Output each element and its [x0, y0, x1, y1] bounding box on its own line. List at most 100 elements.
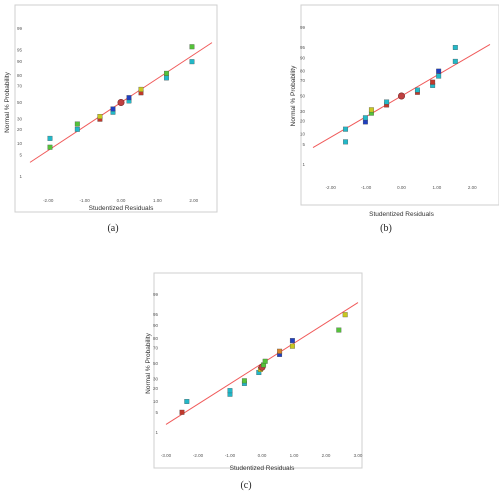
- data-point: [74, 121, 80, 127]
- y-tick-label: 20: [300, 118, 306, 123]
- y-tick-label: 5: [155, 410, 158, 415]
- y-tick-label: 20: [153, 386, 159, 391]
- x-tick-label: -2.00: [326, 185, 337, 190]
- y-tick-label: 70: [17, 83, 23, 88]
- y-tick-label: 90: [17, 59, 23, 64]
- y-tick-label: 1: [19, 174, 22, 179]
- y-tick-label: 95: [300, 45, 306, 50]
- data-point: [241, 378, 247, 384]
- data-point: [184, 399, 190, 404]
- chart-b-svg: 1 5 10 20 30 50 70 80 90 95 99 -2.00 -1.00 0.00 1.00 2.…: [290, 4, 499, 218]
- y-tick-label: 90: [153, 323, 159, 328]
- data-point: [436, 73, 442, 79]
- data-point: [47, 144, 53, 150]
- x-tick-label: -1.00: [361, 185, 372, 190]
- chart-c-caption: (c): [240, 480, 252, 491]
- plot-frame: [300, 4, 499, 206]
- chart-a-svg: 1 5 10 20 30 50 70 80 90 95 99 -2.00 -1.00 0.00 1.00 2.…: [4, 4, 218, 213]
- data-point: [430, 79, 436, 85]
- data-point: [179, 409, 185, 415]
- data-point-center: [117, 99, 125, 107]
- y-tick-label: 70: [300, 78, 306, 83]
- x-tick-label: 1.00: [433, 185, 442, 190]
- y-tick-label: 20: [17, 127, 23, 132]
- data-point: [47, 135, 53, 141]
- data-point-center: [398, 92, 406, 100]
- y-tick-label: 95: [17, 48, 23, 53]
- chart-a-caption: (a): [107, 223, 119, 234]
- y-tick-label: 99: [153, 292, 159, 297]
- x-axis-label: Studentized Residuals: [89, 205, 154, 212]
- x-tick-label: 2.00: [189, 198, 198, 203]
- data-point: [277, 348, 283, 354]
- data-point: [227, 388, 233, 394]
- x-tick-label: -1.00: [79, 198, 90, 203]
- x-tick-label: 0.00: [258, 453, 267, 458]
- y-axis-label: Normal % Probability: [290, 65, 297, 126]
- y-tick-label: 50: [17, 100, 23, 105]
- y-tick-label: 80: [300, 69, 306, 74]
- x-axis-label: Studentized Residuals: [369, 211, 434, 218]
- y-tick-label: 99: [300, 25, 306, 30]
- data-point: [452, 45, 458, 50]
- y-tick-label: 95: [153, 312, 159, 317]
- x-tick-label: -2.00: [193, 453, 204, 458]
- y-tick-label: 5: [19, 152, 22, 157]
- data-point: [342, 312, 348, 318]
- x-tick-label: 1.00: [290, 453, 299, 458]
- x-tick-label: -1.00: [225, 453, 236, 458]
- x-tick-label: -3.00: [161, 453, 172, 458]
- x-tick-label: 1.00: [153, 198, 162, 203]
- chart-b-caption: (b): [380, 223, 392, 234]
- data-point: [289, 338, 295, 344]
- x-tick-label: 0.00: [117, 198, 126, 203]
- data-point: [97, 114, 103, 119]
- data-point: [74, 126, 80, 132]
- x-tick-label: -2.00: [43, 198, 54, 203]
- y-tick-label: 99: [17, 26, 23, 31]
- data-point: [164, 70, 169, 76]
- data-point: [189, 44, 195, 50]
- data-point: [343, 139, 349, 145]
- data-point: [414, 87, 420, 93]
- data-point: [384, 99, 390, 105]
- y-axis-label: Normal % Probability: [4, 71, 11, 132]
- data-point: [362, 119, 368, 125]
- data-point: [362, 115, 368, 121]
- y-tick-label: 1: [155, 430, 158, 435]
- data-point: [452, 58, 458, 64]
- y-tick-label: 80: [153, 336, 159, 341]
- data-point: [138, 86, 144, 92]
- y-tick-label: 70: [153, 345, 159, 350]
- y-tick-label: 90: [300, 56, 306, 61]
- plot-frame: [14, 4, 218, 213]
- y-tick-label: 10: [153, 399, 159, 404]
- y-tick-label: 30: [153, 377, 159, 382]
- x-tick-label: 2.00: [468, 185, 477, 190]
- y-tick-label: 1: [302, 162, 305, 167]
- data-point: [126, 95, 132, 101]
- chart-panel-b: 1 5 10 20 30 50 70 80 90 95 99 -2.00 -1.00 0.00 1.00 2.…: [250, 0, 499, 265]
- y-tick-label: 30: [17, 117, 23, 122]
- y-axis-label: Normal % Probability: [145, 332, 152, 393]
- data-point: [336, 327, 342, 333]
- y-tick-label: 80: [17, 73, 23, 78]
- data-point: [368, 107, 374, 113]
- data-point: [164, 75, 169, 81]
- y-tick-label: 10: [300, 131, 306, 136]
- y-tick-label: 50: [300, 94, 306, 99]
- y-tick-label: 5: [302, 142, 305, 147]
- x-axis-label: Studentized Residuals: [230, 465, 295, 472]
- data-point: [189, 59, 195, 65]
- x-tick-label: 2.00: [322, 453, 331, 458]
- x-tick-label: 0.00: [397, 185, 406, 190]
- chart-panel-c: 1 5 10 20 30 50 70 80 90 95 99 -3.00 -2.00 -1.00 0.00 1…: [130, 265, 380, 497]
- y-tick-label: 30: [300, 109, 306, 114]
- data-point: [110, 106, 116, 112]
- data-point: [343, 126, 349, 132]
- x-tick-label: 3.00: [354, 453, 363, 458]
- y-tick-label: 50: [153, 361, 159, 366]
- chart-panel-a: 1 5 10 20 30 50 70 80 90 95 99 -2.00 -1.00 0.00 1.00 2.…: [0, 0, 250, 265]
- chart-c-svg: 1 5 10 20 30 50 70 80 90 95 99 -3.00 -2.00 -1.00 0.00 1…: [145, 272, 363, 472]
- data-point: [436, 68, 442, 74]
